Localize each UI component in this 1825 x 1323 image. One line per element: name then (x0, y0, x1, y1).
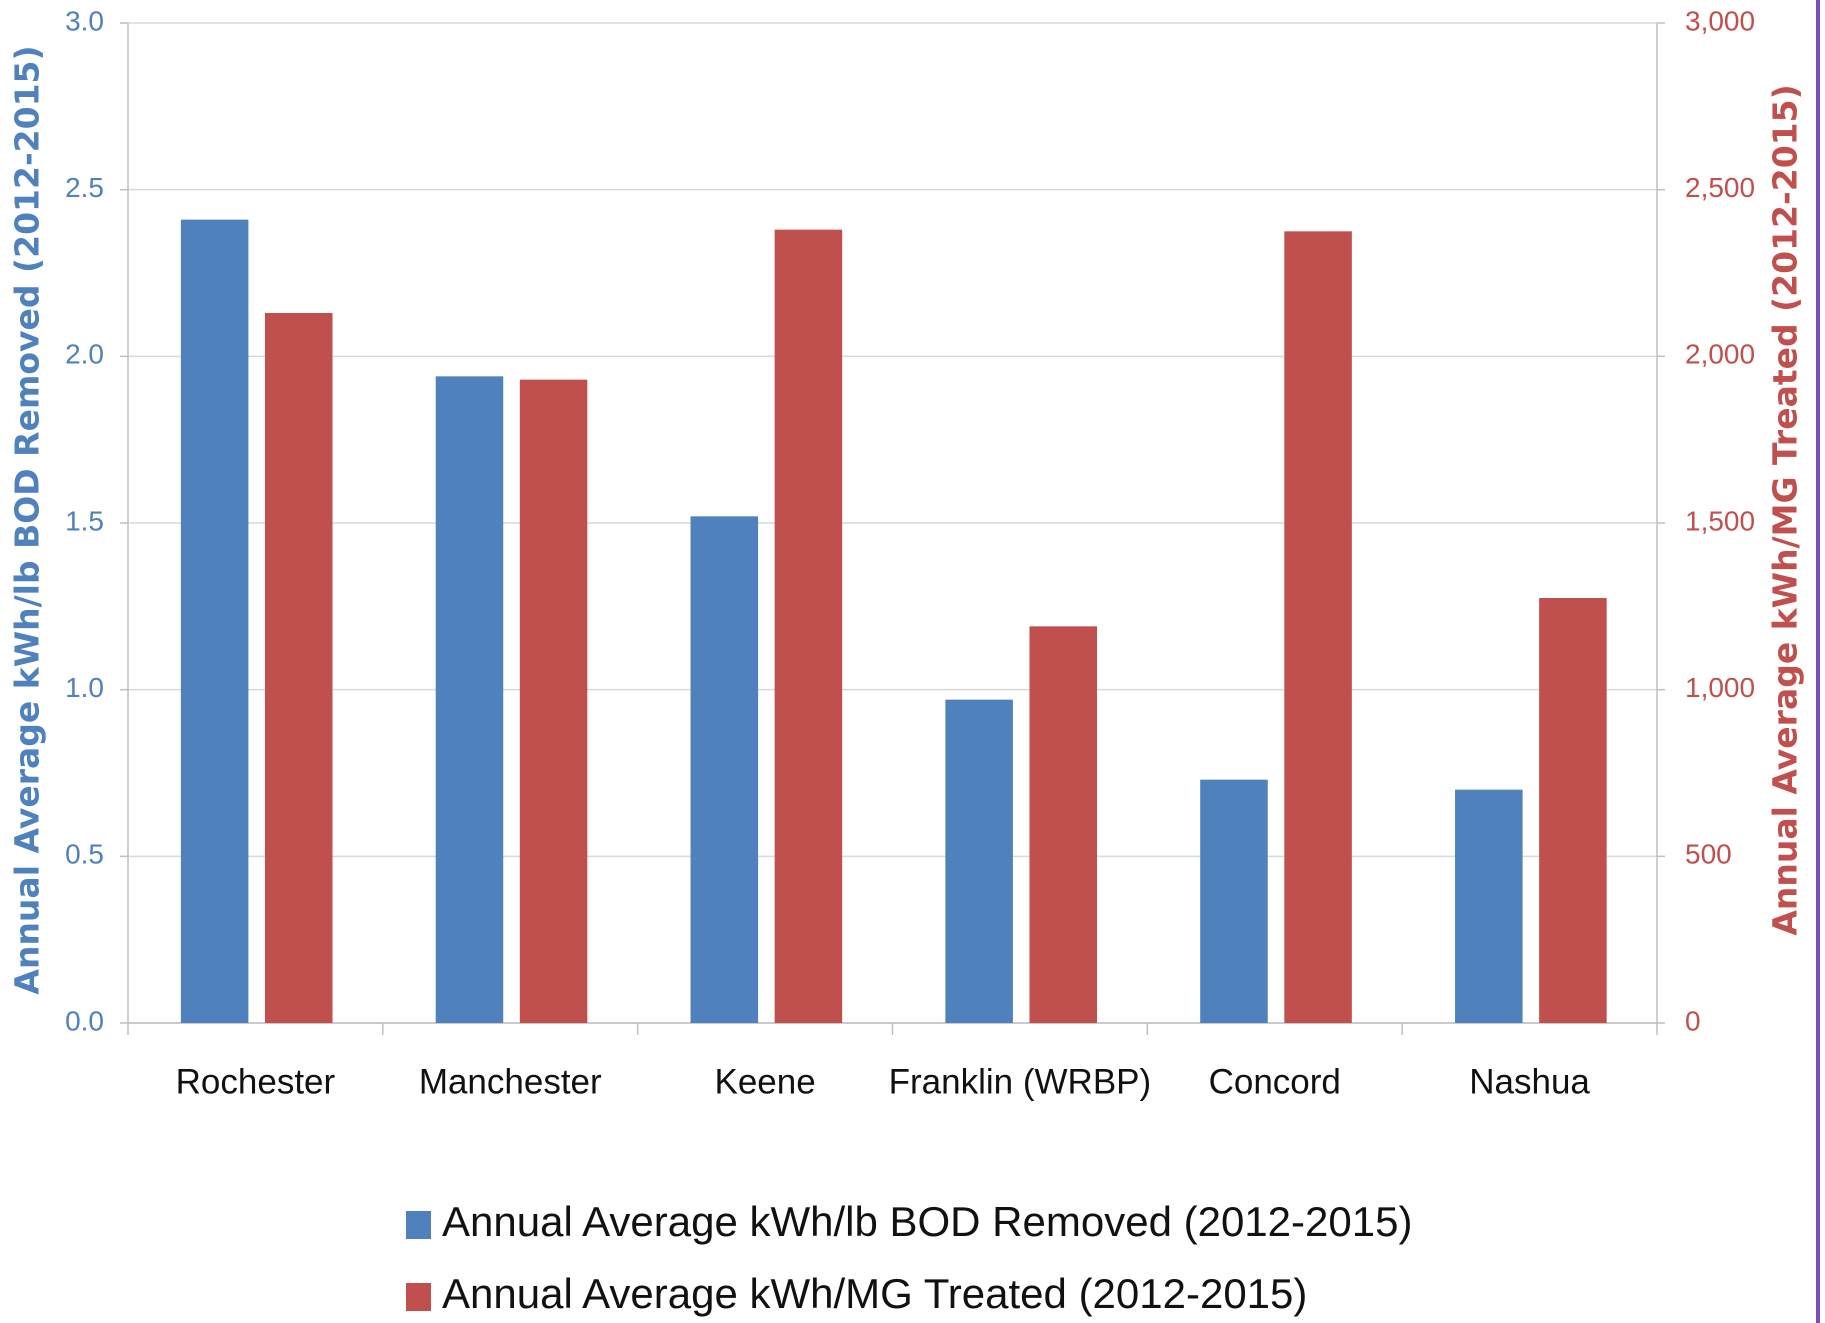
legend-swatch (406, 1283, 431, 1311)
y-axis-title: Annual Average kWh/lb BOD Removed (2012-… (8, 45, 47, 994)
bar (264, 313, 333, 1023)
x-tick-label: Rochester (176, 1062, 336, 1101)
y2-tick-label: 2,500 (1685, 172, 1755, 203)
bar (774, 229, 843, 1023)
y2-tick-label: 1,000 (1685, 672, 1755, 703)
y-tick-label: 2.0 (65, 339, 104, 370)
y2-tick-label: 2,000 (1685, 339, 1755, 370)
y-tick-label: 1.5 (65, 505, 104, 536)
bar (945, 699, 1013, 1023)
x-tick-label: Manchester (419, 1062, 602, 1101)
y2-axis-title: Annual Average kWh/MG Treated (2012-2015… (1766, 84, 1805, 935)
bar (1200, 779, 1268, 1023)
bar (1284, 231, 1352, 1024)
y-tick-label: 1.0 (65, 672, 104, 703)
bar (1455, 789, 1523, 1023)
y-tick-label: 0.5 (65, 839, 104, 870)
y2-tick-label: 500 (1685, 839, 1732, 870)
legend-label: Annual Average kWh/MG Treated (2012-2015… (442, 1270, 1307, 1317)
y-tick-label: 0.0 (65, 1005, 104, 1036)
bar (519, 379, 588, 1024)
x-tick-label: Keene (714, 1062, 815, 1101)
x-tick-label: Nashua (1469, 1062, 1590, 1101)
x-tick-label: Franklin (WRBP) (889, 1062, 1152, 1101)
legend-label: Annual Average kWh/lb BOD Removed (2012-… (442, 1198, 1412, 1245)
bar (690, 516, 759, 1023)
y2-tick-label: 0 (1685, 1005, 1701, 1036)
bar (435, 376, 504, 1023)
bar (1539, 598, 1607, 1023)
bar (180, 219, 249, 1023)
y-tick-label: 3.0 (65, 5, 104, 36)
y2-tick-label: 1,500 (1685, 505, 1755, 536)
y-tick-label: 2.5 (65, 172, 104, 203)
x-tick-label: Concord (1209, 1062, 1341, 1101)
legend-swatch (406, 1211, 431, 1239)
bar (1029, 626, 1098, 1023)
y2-tick-label: 3,000 (1685, 5, 1755, 36)
